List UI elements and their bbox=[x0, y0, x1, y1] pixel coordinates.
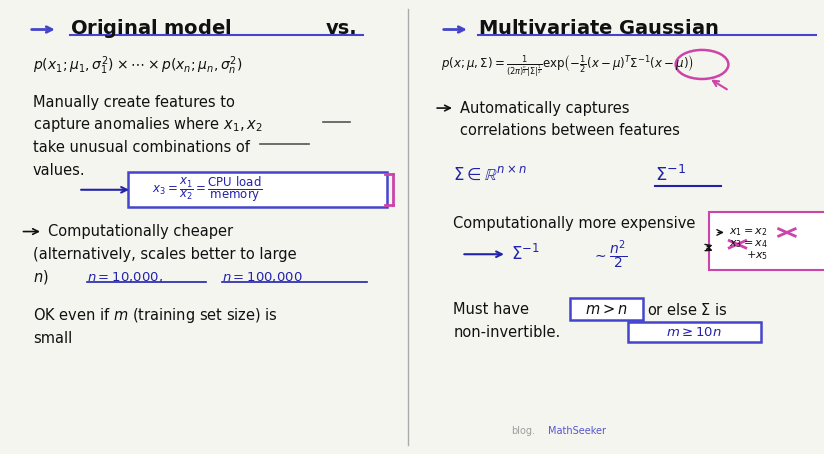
Text: $p(x;\mu,\Sigma)=\frac{1}{(2\pi)^{\frac{n}{2}}|\Sigma|^{\frac{1}{2}}}\exp\!\left: $p(x;\mu,\Sigma)=\frac{1}{(2\pi)^{\frac{… bbox=[441, 53, 694, 79]
FancyBboxPatch shape bbox=[709, 212, 824, 270]
Text: vs.: vs. bbox=[326, 19, 358, 38]
Text: small: small bbox=[33, 331, 73, 346]
Text: MathSeeker: MathSeeker bbox=[548, 426, 606, 436]
Text: $m\geq 10n$: $m\geq 10n$ bbox=[666, 326, 722, 339]
Text: $+x_5$: $+x_5$ bbox=[746, 250, 768, 262]
Text: blog.: blog. bbox=[511, 426, 535, 436]
Text: $\mathbf{Original\ model}$: $\mathbf{Original\ model}$ bbox=[70, 17, 232, 40]
Text: $p(x_1;\mu_1,\sigma_1^2)\times\cdots\times p(x_n;\mu_n,\sigma_n^2)$: $p(x_1;\mu_1,\sigma_1^2)\times\cdots\tim… bbox=[33, 54, 242, 77]
Text: $n{=}100{,}000$: $n{=}100{,}000$ bbox=[222, 270, 303, 284]
Text: capture anomalies where $x_1, x_2$: capture anomalies where $x_1, x_2$ bbox=[33, 115, 263, 134]
Text: $\Sigma\in\mathbb{R}^{n\times n}$: $\Sigma\in\mathbb{R}^{n\times n}$ bbox=[453, 166, 527, 184]
FancyBboxPatch shape bbox=[570, 298, 643, 320]
Text: $x_1 = x_2$: $x_1 = x_2$ bbox=[729, 227, 768, 238]
Text: $\Sigma^{-1}$: $\Sigma^{-1}$ bbox=[511, 244, 540, 264]
FancyBboxPatch shape bbox=[628, 322, 761, 342]
Text: $\Sigma^{-1}$: $\Sigma^{-1}$ bbox=[655, 165, 686, 185]
Text: $\mathbf{Multivariate\ Gaussian}$: $\mathbf{Multivariate\ Gaussian}$ bbox=[478, 19, 719, 38]
Text: correlations between features: correlations between features bbox=[460, 123, 680, 138]
Text: $n$): $n$) bbox=[33, 268, 64, 286]
Text: or else $\Sigma$ is: or else $\Sigma$ is bbox=[647, 301, 728, 318]
Text: non-invertible.: non-invertible. bbox=[453, 325, 560, 340]
Text: Must have: Must have bbox=[453, 302, 529, 317]
Text: $m>n$: $m>n$ bbox=[585, 302, 628, 317]
Text: $x_3 = x_4$: $x_3 = x_4$ bbox=[729, 238, 768, 250]
FancyBboxPatch shape bbox=[128, 172, 387, 207]
Text: values.: values. bbox=[33, 163, 86, 178]
Text: OK even if $m$ (training set size) is: OK even if $m$ (training set size) is bbox=[33, 306, 278, 325]
Text: $x_3=\dfrac{x_1}{x_2}=\dfrac{\mathrm{CPU\ load}}{\mathrm{memory}}$: $x_3=\dfrac{x_1}{x_2}=\dfrac{\mathrm{CPU… bbox=[152, 175, 263, 204]
Text: Manually create features to: Manually create features to bbox=[33, 94, 235, 110]
Text: Automatically captures: Automatically captures bbox=[460, 100, 630, 116]
Text: Computationally cheaper: Computationally cheaper bbox=[48, 224, 233, 239]
Text: $\sim\dfrac{n^2}{2}$: $\sim\dfrac{n^2}{2}$ bbox=[592, 238, 627, 271]
Text: (alternatively, scales better to large: (alternatively, scales better to large bbox=[33, 247, 297, 262]
Text: take unusual combinations of: take unusual combinations of bbox=[33, 140, 250, 155]
Text: Computationally more expensive: Computationally more expensive bbox=[453, 216, 695, 231]
Text: $n{=}10{,}000,$: $n{=}10{,}000,$ bbox=[87, 270, 162, 284]
